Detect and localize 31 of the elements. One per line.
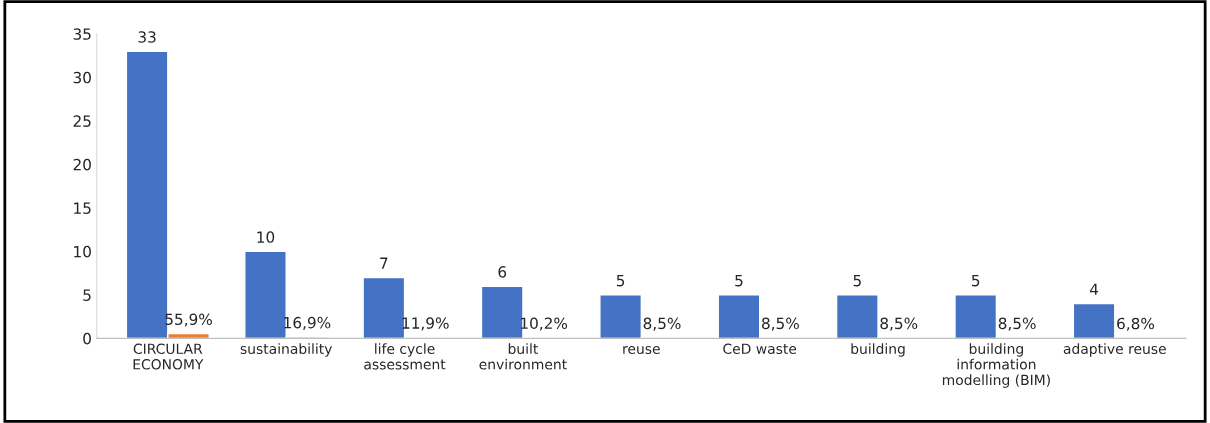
x-tick-label: built environment [479,343,567,370]
x-tick-label: building information modelling (BIM) [942,343,1050,388]
data-label: 5 [735,275,743,287]
y-tick-label: 10 [74,245,91,258]
data-label: 8,5% [880,317,918,331]
data-label: 8,5% [762,317,799,331]
y-tick-label: 30 [73,71,91,84]
y-tick-label: 20 [73,158,91,171]
x-tick-label: sustainability [240,343,333,357]
data-label: 7 [380,257,388,269]
data-label: 6 [498,266,507,278]
data-label: 5 [616,275,625,287]
x-tick-label: reuse [623,346,660,355]
y-tick-label: 5 [83,289,91,301]
data-label: 33 [138,31,156,43]
data-label: 4 [1089,283,1099,295]
data-label: 8,5% [643,317,681,331]
x-tick-label: CeD waste [723,343,797,355]
y-tick-label: 35 [73,28,91,40]
data-label: 10 [257,231,275,243]
data-label: 5 [972,275,980,287]
data-label: 8,5% [998,317,1036,331]
x-tick-label: life cycle assessment [364,343,446,370]
data-label: 6,8% [1117,317,1155,331]
y-tick-label: 15 [74,202,91,214]
x-tick-label: building [851,343,905,357]
data-label: 5 [853,275,861,287]
x-tick-label: CIRCULAR ECONOMY [133,343,204,370]
y-tick-label: 0 [83,332,91,345]
y-tick-label: 25 [73,115,91,127]
x-tick-label: adaptive reuse [1063,343,1166,357]
